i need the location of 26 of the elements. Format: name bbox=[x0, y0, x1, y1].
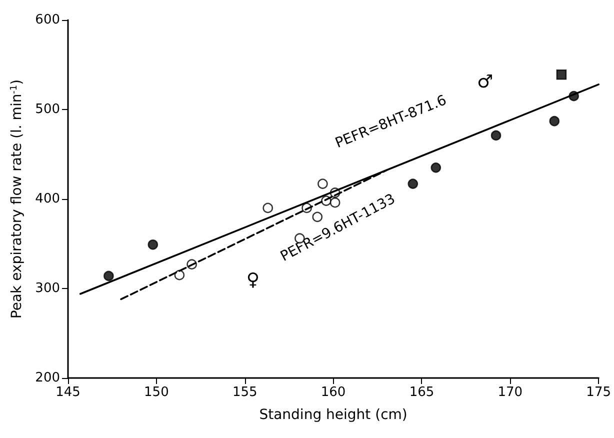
x-tick-label: 150 bbox=[144, 385, 169, 400]
y-tick-label: 300 bbox=[35, 281, 60, 296]
point bbox=[104, 270, 114, 282]
x-tick-label: 165 bbox=[409, 385, 434, 400]
annotation: ♂ bbox=[476, 72, 494, 92]
point bbox=[556, 69, 567, 80]
x-tick-label: 170 bbox=[498, 385, 523, 400]
point bbox=[430, 162, 442, 173]
x-tick-label: 145 bbox=[56, 385, 80, 400]
point bbox=[408, 178, 418, 189]
y-tick-label: 500 bbox=[35, 102, 60, 117]
annotation: ♀ bbox=[246, 270, 260, 290]
y-tick-label: 600 bbox=[35, 12, 60, 28]
point bbox=[549, 116, 560, 126]
point bbox=[174, 270, 185, 280]
y-tick-label: 200 bbox=[35, 370, 60, 386]
point bbox=[318, 178, 328, 189]
x-axis-title: Standing height (cm) bbox=[259, 407, 408, 423]
point bbox=[490, 130, 502, 141]
y-tick-label: 400 bbox=[35, 192, 60, 206]
y-axis-title: Peak expiratory flow rate (l. min-1) bbox=[9, 79, 25, 319]
x-tick-label: 155 bbox=[232, 385, 258, 400]
x-tick-label: 160 bbox=[320, 385, 346, 400]
point bbox=[148, 239, 158, 250]
point bbox=[262, 202, 274, 214]
x-tick-label: 175 bbox=[586, 385, 612, 400]
